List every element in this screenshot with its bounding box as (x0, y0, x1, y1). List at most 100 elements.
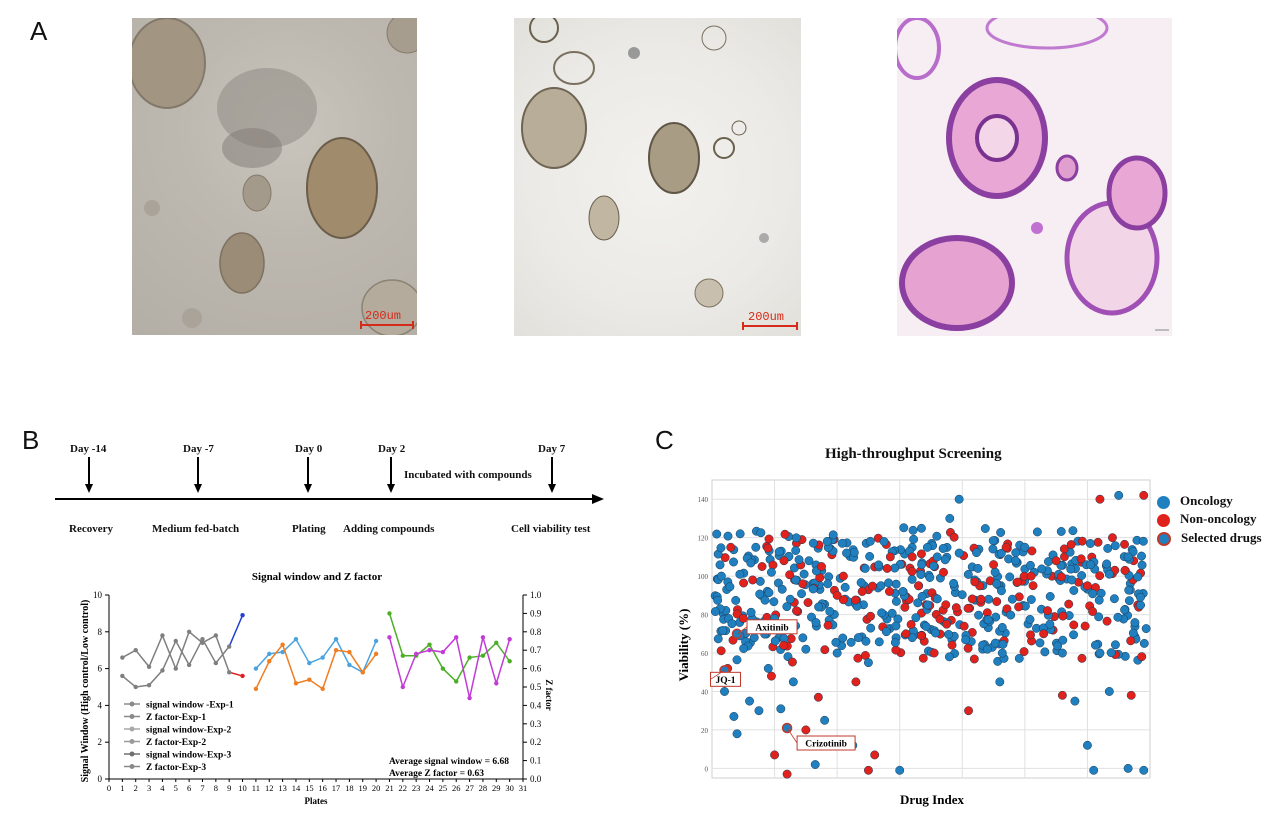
signal-chart-xlabel: Plates (305, 796, 328, 806)
data-point (133, 648, 138, 653)
timeline-stage-label: Medium fed-batch (152, 523, 240, 535)
scatter-point (823, 579, 833, 589)
scatter-point (810, 760, 820, 769)
y2-tick-label: 0.7 (530, 645, 542, 655)
data-point (186, 662, 192, 668)
x-tick-label: 2 (134, 783, 138, 793)
data-point (467, 695, 472, 701)
y-tick-label: 0 (98, 774, 103, 784)
scatter-point (922, 542, 932, 552)
y-tick-label: 0 (705, 765, 709, 773)
scatter-point (1025, 560, 1035, 570)
scatter-point (776, 704, 786, 714)
scatter-point (1088, 589, 1098, 599)
scatter-point (1123, 763, 1133, 773)
scatter-point (1056, 527, 1066, 536)
scatter-point (963, 569, 973, 579)
x-tick-label: 13 (278, 783, 287, 793)
scatter-point (825, 606, 835, 616)
scatter-point (944, 630, 954, 639)
scatter-point (777, 584, 787, 594)
y2-tick-label: 0.2 (530, 737, 541, 747)
scatter-point (794, 555, 804, 565)
scatter-point (1104, 569, 1114, 579)
hts-chart-points (710, 490, 1151, 779)
scatter-point (996, 528, 1006, 537)
scatter-point (932, 594, 942, 604)
data-point (307, 660, 312, 666)
hts-chart-title: High-throughput Screening (825, 446, 1002, 462)
scatter-point (1020, 542, 1030, 552)
y2-tick-label: 0.6 (530, 664, 542, 674)
scatter-point (916, 631, 926, 641)
scatter-point (804, 556, 814, 566)
scatter-point (755, 576, 765, 586)
x-tick-label: 17 (332, 783, 341, 793)
callout-leader (786, 727, 798, 744)
scatter-point (951, 603, 961, 613)
scatter-point (885, 552, 895, 562)
legend-marker (129, 764, 135, 769)
selected-legend-dot (1157, 532, 1171, 547)
data-point (480, 653, 486, 658)
scatter-point (832, 648, 842, 658)
scatter-point (1026, 630, 1035, 640)
scatter-point (881, 627, 891, 637)
scatter-point (874, 637, 884, 647)
scatter-point (797, 589, 806, 599)
scatter-point (884, 578, 893, 588)
data-point (240, 613, 245, 618)
y-tick-label: 8 (98, 627, 103, 637)
scatter-point (938, 544, 948, 553)
scatter-point (1001, 542, 1011, 552)
scatter-point (1123, 552, 1133, 562)
scatter-point (798, 633, 808, 643)
scatter-point (1019, 647, 1029, 657)
hts-chart-xlabel: Drug Index (900, 792, 964, 807)
x-tick-label: 12 (265, 783, 274, 793)
data-point (427, 642, 432, 647)
scatter-point (1066, 540, 1076, 550)
scatter-point (822, 536, 832, 546)
scatter-point (720, 687, 729, 696)
scatter-point (1011, 556, 1020, 566)
legend-marker (129, 726, 135, 732)
x-tick-label: 15 (305, 783, 314, 793)
scatter-point (1026, 595, 1036, 605)
timeline-day-label: Day 0 (295, 443, 323, 455)
scatter-point (808, 538, 818, 548)
scatter-point (1032, 527, 1042, 537)
scatter-point (1051, 556, 1061, 566)
data-point (213, 633, 219, 638)
data-point (373, 638, 379, 644)
scatter-point (1064, 599, 1074, 609)
scatter-point (1007, 594, 1017, 604)
scatter-point (712, 529, 722, 539)
scatter-point (853, 633, 863, 643)
scatter-point (1066, 564, 1076, 574)
scatter-point (1090, 640, 1100, 650)
data-point (333, 648, 339, 653)
scatter-point (973, 563, 983, 573)
scatter-point (755, 589, 765, 599)
y2-tick-label: 0.8 (530, 627, 542, 637)
scatter-point (766, 567, 776, 577)
data-point (307, 677, 312, 682)
timeline-stage-label: Cell viability test (511, 523, 591, 535)
scatter-point (1137, 560, 1147, 570)
data-point (400, 684, 406, 690)
scatter-point (1014, 602, 1024, 612)
scatter-point (898, 587, 908, 596)
scatter-point (954, 494, 964, 504)
timeline-day-label: Day -7 (183, 443, 214, 455)
scatter-point (945, 514, 955, 523)
data-point (200, 640, 205, 646)
scatter-point (959, 621, 969, 631)
scatter-point (1077, 571, 1087, 580)
scatter-point (995, 677, 1005, 687)
panel-letter-c: C (655, 425, 674, 455)
data-point (373, 651, 379, 657)
scatter-point (974, 610, 984, 620)
data-point (347, 649, 352, 655)
